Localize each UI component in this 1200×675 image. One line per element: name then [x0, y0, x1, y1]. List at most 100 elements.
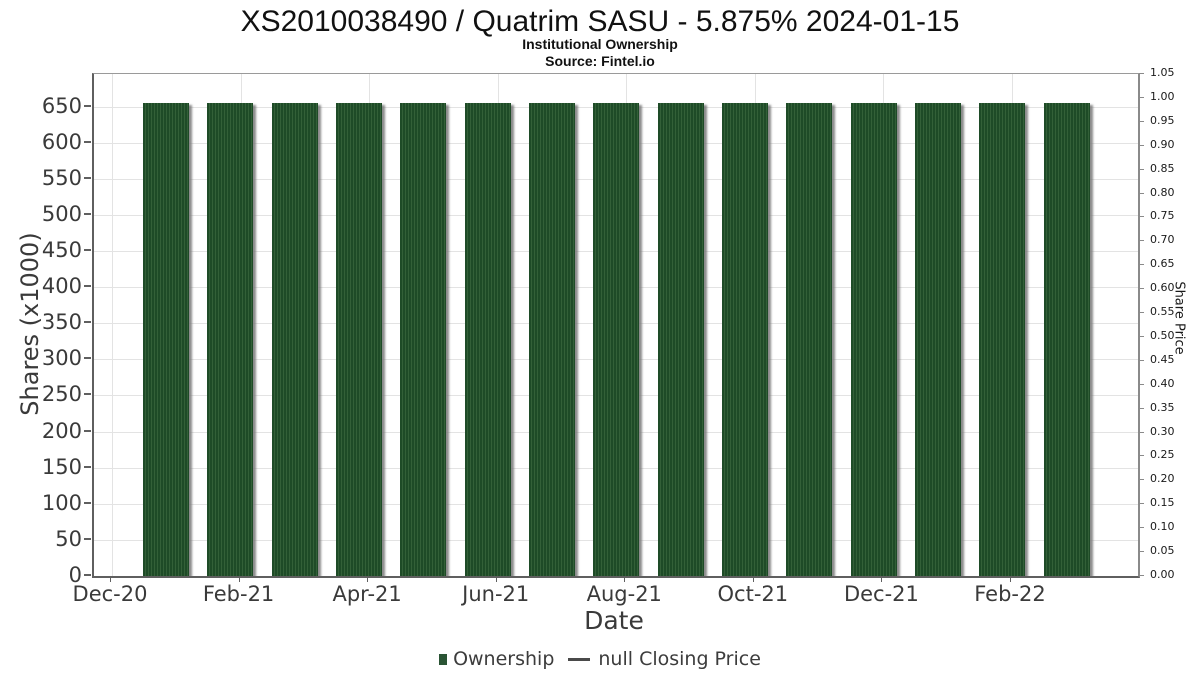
ownership-bar [528, 102, 575, 576]
x-axis-tick [110, 577, 111, 582]
ownership-bar [914, 102, 961, 576]
y2-axis-tick [1139, 503, 1144, 505]
ownership-bar [1043, 102, 1090, 576]
y2-axis-tick-label: 0.75 [1150, 209, 1175, 223]
v-gridline [112, 74, 113, 576]
y2-axis-tick-label: 0.05 [1150, 544, 1175, 558]
y2-axis-tick [1139, 407, 1144, 409]
y2-axis-tick [1139, 192, 1144, 194]
y-axis-tick [84, 537, 91, 540]
ownership-bar [400, 102, 447, 576]
y-axis-tick-label: 500 [41, 201, 82, 226]
y-axis-tick-label: 600 [41, 129, 82, 154]
y2-axis-tick-label: 0.20 [1150, 472, 1175, 486]
y-axis-tick [84, 104, 91, 107]
y2-axis-tick [1139, 383, 1144, 385]
y2-axis-tick-label: 0.80 [1150, 185, 1175, 199]
x-axis-tick [752, 577, 754, 582]
y-axis-tick [84, 357, 91, 360]
y-axis-tick-label: 400 [41, 274, 82, 299]
x-axis-tick [495, 577, 497, 582]
ownership-bar [657, 102, 704, 576]
y2-axis-tick-label: 0.55 [1150, 305, 1175, 319]
x-axis-tick-label: Aug-21 [586, 582, 662, 606]
x-axis-tick [1009, 577, 1011, 582]
x-axis-tick-label: Dec-20 [72, 582, 148, 606]
y2-axis-tick [1139, 288, 1144, 290]
y2-axis-tick [1139, 359, 1144, 361]
chart-title: XS2010038490 / Quatrim SASU - 5.875% 202… [240, 5, 960, 38]
y-axis-tick [84, 465, 91, 468]
ownership-bar [721, 102, 768, 576]
ownership-bar [593, 102, 640, 576]
y-axis-tick [84, 429, 91, 432]
y2-axis-tick-label: 0.30 [1150, 424, 1175, 438]
y2-axis-tick [1139, 144, 1144, 146]
y-axis-tick [84, 140, 91, 143]
y2-axis-tick [1139, 479, 1144, 481]
y-axis-tick-label: 50 [55, 526, 82, 551]
y2-axis-tick [1139, 240, 1144, 242]
ownership-bar [271, 102, 318, 576]
ownership-bar [979, 102, 1026, 576]
y2-axis-tick-label: 0.35 [1150, 400, 1175, 414]
y2-axis-tick [1139, 312, 1144, 314]
y-axis-tick-label: 200 [41, 418, 82, 443]
y2-axis-tick [1139, 527, 1144, 529]
x-axis-tick-label: Feb-22 [974, 582, 1046, 606]
y2-axis-tick-label: 0.45 [1150, 352, 1175, 366]
x-axis-tick [238, 577, 240, 582]
y2-axis-tick [1139, 96, 1144, 98]
ownership-bar [464, 102, 511, 576]
ownership-bar [786, 102, 833, 576]
y-axis-tick-label: 150 [41, 454, 82, 479]
ownership-bar [143, 102, 189, 576]
y2-axis-tick-label: 0.00 [1150, 568, 1175, 581]
y2-axis-tick-label: 0.10 [1150, 520, 1175, 534]
y2-axis-tick [1139, 216, 1144, 218]
y2-axis-tick-label: 1.05 [1150, 66, 1175, 79]
y-axis-tick [84, 176, 91, 179]
x-axis-title: Date [584, 606, 644, 635]
y-axis-tick-label: 0 [68, 563, 82, 587]
x-axis-tick-label: Oct-21 [717, 582, 789, 606]
y-axis-tick [84, 501, 91, 504]
y2-axis-tick-label: 0.25 [1150, 448, 1175, 462]
y-axis-tick-label: 300 [41, 346, 82, 371]
x-axis-tick-label: Dec-21 [843, 582, 919, 606]
chart-subtitle: Institutional Ownership [522, 36, 678, 52]
y-axis-tick-label: 450 [41, 237, 82, 262]
y-axis-tick [84, 248, 91, 251]
y-axis-tick [84, 285, 91, 288]
legend: Ownership null Closing Price [0, 646, 1200, 672]
y2-axis-tick-label: 0.15 [1150, 496, 1175, 510]
y-axis-tick-label: 350 [41, 310, 82, 335]
y2-axis-tick-label: 0.95 [1150, 113, 1175, 127]
x-axis-tick-label: Apr-21 [332, 582, 402, 606]
y2-axis-tick-label: 0.50 [1150, 328, 1175, 342]
legend-label-ownership: Ownership [453, 648, 555, 670]
y2-axis-tick [1139, 73, 1144, 74]
x-axis-tick-label: Feb-21 [202, 582, 275, 606]
chart-source-label: Source: Fintel.io [545, 53, 655, 69]
y2-axis-tick [1139, 551, 1144, 553]
x-axis-tick [881, 577, 883, 582]
ownership-bar [207, 102, 254, 576]
y2-axis-tick [1139, 431, 1144, 433]
x-axis-tick [367, 577, 369, 582]
y2-axis-tick [1139, 455, 1144, 457]
y2-axis-tick-label: 1.00 [1150, 89, 1175, 103]
y2-axis-tick [1139, 168, 1144, 170]
y2-axis-tick [1139, 264, 1144, 266]
legend-label-closing-price: null Closing Price [598, 648, 761, 670]
y2-axis-tick-label: 0.40 [1150, 376, 1175, 390]
y-axis-tick [84, 393, 91, 396]
y-axis-tick-label: 250 [41, 382, 82, 407]
y-axis-tick [84, 321, 91, 324]
y2-axis-tick [1139, 120, 1144, 122]
y2-axis-tick-label: 0.90 [1150, 137, 1175, 151]
y2-axis-tick-label: 0.60 [1150, 281, 1175, 295]
y-axis-tick-label: 650 [41, 93, 82, 118]
y2-axis-tick-label: 0.70 [1150, 233, 1175, 247]
